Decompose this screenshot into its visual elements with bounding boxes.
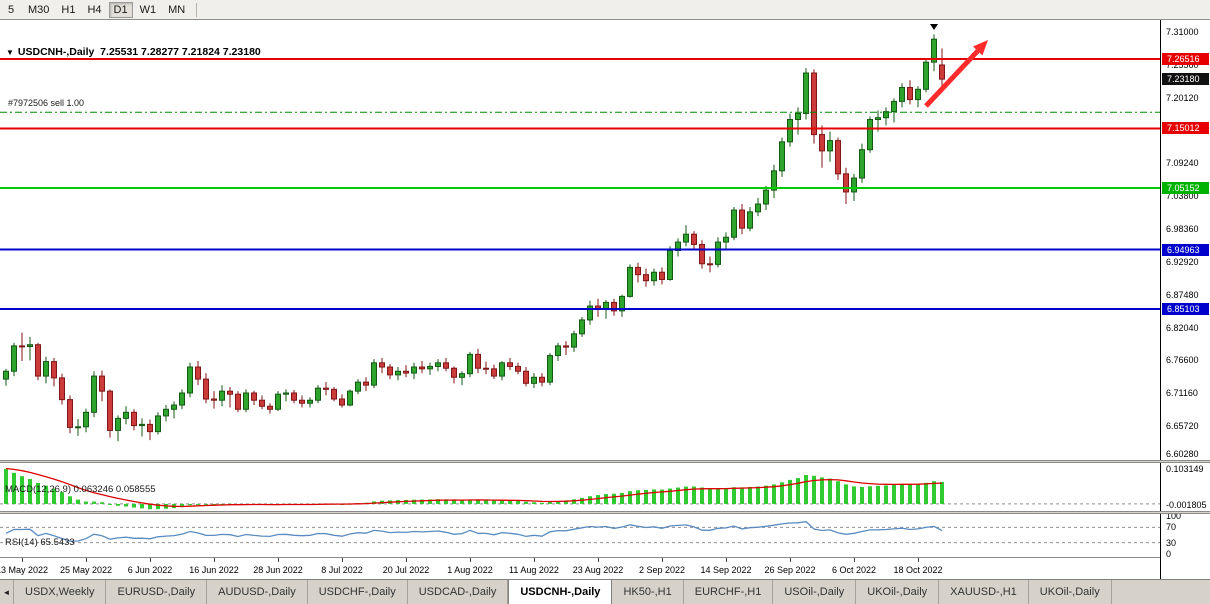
- price-tick-label: 6.87480: [1166, 289, 1199, 300]
- rsi-scale-label: 70: [1166, 522, 1177, 533]
- date-tick-mark: [470, 558, 471, 562]
- date-label: 14 Sep 2022: [700, 565, 752, 575]
- price-badge: 6.94963: [1162, 243, 1209, 256]
- date-tick-mark: [278, 558, 279, 562]
- macd-scale-label: 0.103149: [1166, 463, 1204, 474]
- timeframe-toolbar: 5 M30 H1 H4 D1 W1 MN: [0, 0, 1210, 20]
- price-tick-label: 6.98360: [1166, 224, 1199, 234]
- price-badge: 7.15012: [1162, 122, 1209, 135]
- date-label: 20 Jul 2022: [382, 565, 430, 575]
- toolbar-separator: [196, 2, 198, 17]
- date-tick-mark: [598, 558, 599, 562]
- date-label: 25 May 2022: [59, 565, 113, 575]
- chart-tab-bar: ◄ USDX,Weekly EURUSD-,Daily AUDUSD-,Daily U…: [0, 579, 1210, 604]
- date-label: 26 Sep 2022: [764, 565, 816, 575]
- tab-scroll-left-icon[interactable]: ◄: [0, 580, 14, 604]
- tab-usdcnh-daily[interactable]: USDCNH-,Daily: [508, 580, 613, 604]
- panel-separator[interactable]: [0, 511, 1210, 514]
- date-label: 1 Aug 2022: [447, 565, 493, 575]
- date-label: 13 May 2022: [0, 565, 49, 575]
- date-tick-mark: [22, 558, 23, 562]
- tabs-container: USDX,Weekly EURUSD-,Daily AUDUSD-,Daily USD…: [14, 580, 1210, 604]
- date-tick-mark: [662, 558, 663, 562]
- timeframe-w1[interactable]: W1: [139, 3, 157, 16]
- date-label: 11 Aug 2022: [509, 565, 559, 575]
- date-tick-mark: [790, 558, 791, 562]
- tab-ukoil-daily[interactable]: UKOil-,Daily: [856, 580, 940, 604]
- macd-label: MACD(12,26,9) 0.063246 0.058555: [5, 484, 156, 495]
- chart-area[interactable]: ▼ USDCNH-,Daily 7.25531 7.28277 7.21824 …: [0, 20, 1160, 557]
- tab-usdchf-daily[interactable]: USDCHF-,Daily: [308, 580, 408, 604]
- timeframe-mn[interactable]: MN: [168, 3, 186, 16]
- price-tick-label: 7.09240: [1166, 158, 1199, 169]
- timeframe-d1[interactable]: D1: [108, 1, 133, 18]
- rsi-scale-label: 0: [1166, 549, 1172, 559]
- price-tick-label: 6.82040: [1166, 322, 1199, 333]
- chart-dropdown-icon[interactable]: ▼: [6, 47, 14, 57]
- timeframe-5[interactable]: 5: [7, 3, 15, 16]
- rsi-scale-label: 30: [1166, 537, 1177, 548]
- date-tick-mark: [726, 558, 727, 562]
- date-tick-mark: [150, 558, 151, 562]
- date-tick-mark: [214, 558, 215, 562]
- quote-text: USDCNH-,Daily 7.25531 7.28277 7.21824 7.…: [17, 46, 261, 58]
- price-tick-label: 7.31000: [1166, 26, 1199, 37]
- price-tick-label: 7.03800: [1166, 191, 1199, 202]
- quote-line: ▼ USDCNH-,Daily 7.25531 7.28277 7.21824 …: [6, 46, 261, 58]
- price-badge: 6.85103: [1162, 303, 1209, 316]
- tab-eurusd-daily[interactable]: EURUSD-,Daily: [106, 580, 208, 604]
- date-label: 16 Jun 2022: [189, 565, 239, 575]
- price-axis: 7.310007.255607.201207.146807.092407.038…: [1160, 20, 1210, 579]
- date-label: 6 Oct 2022: [831, 565, 877, 575]
- tab-hk50-h1[interactable]: HK50-,H1: [612, 580, 684, 604]
- date-tick-mark: [86, 558, 87, 562]
- price-tick-label: 6.76600: [1166, 355, 1199, 366]
- macd-scale-label: -0.001805: [1166, 499, 1207, 510]
- price-badge: 7.05152: [1162, 182, 1209, 194]
- price-tick-label: 6.65720: [1166, 421, 1199, 432]
- date-label: 6 Jun 2022: [127, 565, 173, 575]
- tab-usoil-daily[interactable]: USOil-,Daily: [773, 580, 857, 604]
- date-label: 18 Oct 2022: [893, 565, 943, 575]
- date-label: 28 Jun 2022: [253, 565, 303, 575]
- price-tick-label: 7.20120: [1166, 92, 1199, 103]
- tab-eurchf-h1[interactable]: EURCHF-,H1: [684, 580, 774, 604]
- timeframe-m30[interactable]: M30: [28, 3, 50, 16]
- tab-usdcad-daily[interactable]: USDCAD-,Daily: [408, 580, 509, 604]
- date-tick-mark: [534, 558, 535, 562]
- price-tick-label: 6.60280: [1166, 449, 1199, 459]
- timeframe-h4[interactable]: H4: [87, 3, 102, 16]
- price-tick-label: 6.92920: [1166, 256, 1199, 267]
- date-tick-mark: [406, 558, 407, 562]
- panel-separator[interactable]: [0, 460, 1210, 463]
- tab-usdx-weekly[interactable]: USDX,Weekly: [14, 580, 107, 604]
- timeframe-h1[interactable]: H1: [61, 3, 76, 16]
- price-tick-label: 6.71160: [1166, 388, 1198, 399]
- price-badge: 7.23180: [1162, 73, 1209, 86]
- date-tick-mark: [342, 558, 343, 562]
- price-badge: 7.26516: [1162, 53, 1209, 66]
- date-tick-mark: [918, 558, 919, 562]
- tab-audusd-daily[interactable]: AUDUSD-,Daily: [207, 580, 308, 604]
- market-svg[interactable]: [0, 20, 1160, 557]
- rsi-label: RSI(14) 65.5433: [5, 537, 75, 548]
- tab-xauusd-h1[interactable]: XAUUSD-,H1: [939, 580, 1029, 604]
- date-axis: 13 May 2022 25 May 2022 6 Jun 2022 16 Jun 2…: [0, 557, 1210, 579]
- date-label: 23 Aug 2022: [572, 565, 624, 575]
- rsi-scale-label: 100: [1166, 511, 1182, 521]
- date-tick-mark: [854, 558, 855, 562]
- order-label: #7972506 sell 1.00: [8, 98, 85, 109]
- date-label: 8 Jul 2022: [321, 565, 363, 575]
- date-label: 2 Sep 2022: [638, 565, 686, 575]
- tab-ukoil-daily[interactable]: UKOil-,Daily: [1029, 580, 1112, 604]
